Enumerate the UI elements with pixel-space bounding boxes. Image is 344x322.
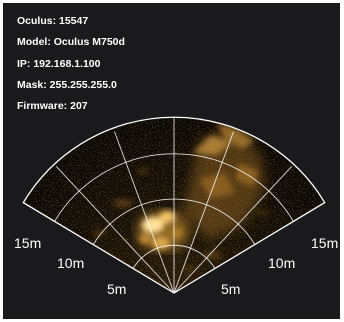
range-label-left-10m: 10m [57,255,84,271]
subnet-mask-label: Mask: 255.255.255.0 [17,78,117,91]
model-label: Model: Oculus M750d [17,36,125,49]
sonar-viewport[interactable]: Oculus: 15547 Model: Oculus M750d IP: 19… [3,3,340,319]
range-label-right-5m: 5m [221,281,240,297]
range-label-left-5m: 5m [107,281,126,297]
firmware-label: Firmware: 207 [17,100,88,113]
sonar-echo-returns [23,117,325,293]
device-info-panel: Oculus: 15547 Model: Oculus M750d IP: 19… [17,11,125,117]
bearing-line-grid [55,117,293,294]
oculus-id-label: Oculus: 15547 [17,15,89,27]
ip-address-label: IP: 192.168.1.100 [17,57,101,70]
range-label-right-15m: 15m [311,235,338,251]
range-label-left-15m: 15m [14,235,41,251]
sonar-fan-display[interactable]: 15m 10m 5m 15m 10m 5m [3,3,340,319]
fan-outline [22,116,326,294]
range-label-right-10m: 10m [268,255,295,271]
